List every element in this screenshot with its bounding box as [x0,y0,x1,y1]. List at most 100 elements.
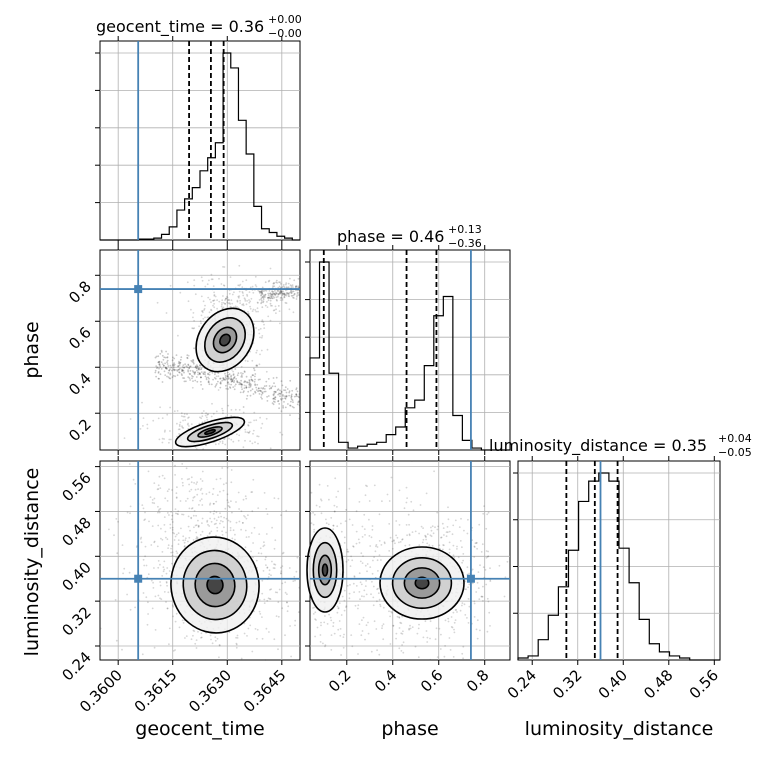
scatter-point [190,423,193,426]
scatter-point [153,646,156,649]
scatter-point [272,282,275,285]
scatter-point [364,638,366,641]
scatter-point [266,306,269,308]
scatter-point [182,415,185,418]
scatter-point [229,529,232,532]
histogram-luminosity-distance [513,456,720,665]
scatter-point [279,322,281,325]
scatter-point [275,615,278,617]
scatter-point [126,511,129,514]
scatter-point [255,389,258,391]
scatter-point [187,417,189,419]
scatter-point [199,478,202,480]
scatter-point [195,514,198,517]
scatter-point [295,570,298,573]
scatter-point [165,367,168,370]
scatter-point [309,654,311,657]
scatter-point [288,295,291,298]
scatter-point [171,521,174,523]
scatter-point [319,634,322,636]
scatter-point [233,291,235,294]
scatter-point [179,367,181,370]
scatter-point [220,515,223,518]
scatter-point [181,426,184,429]
scatter-point [214,639,217,642]
scatter-point [259,613,262,615]
scatter-point [399,541,402,543]
scatter-point [198,372,201,375]
scatter-point [207,523,209,526]
scatter-point [231,379,234,382]
scatter-point [184,637,186,639]
scatter-point [263,388,266,390]
scatter-point [368,500,371,502]
scatter-point [265,417,268,420]
scatter-point [282,394,284,396]
scatter-point [259,336,261,339]
scatter-point [251,650,254,653]
scatter-point [187,515,190,518]
scatter-point [171,562,173,565]
scatter-point [163,370,166,373]
scatter-point [246,293,248,296]
scatter-point [287,286,290,289]
scatter-point [289,404,292,407]
scatter-point [362,616,365,619]
scatter-point [266,301,268,303]
scatter-point [376,600,378,603]
scatter-point [336,611,339,614]
scatter-point [219,477,222,480]
scatter-point [310,522,313,525]
scatter-point [197,630,199,633]
scatter-point [267,297,269,299]
scatter-point [180,356,183,359]
scatter-point [212,412,215,415]
scatter-point [186,354,189,356]
scatter-point [232,440,235,443]
scatter-point [176,422,178,425]
scatter-point [174,508,177,510]
scatter-point [361,525,364,528]
scatter-point [340,522,342,525]
scatter-point [230,409,233,411]
scatter-point [200,314,203,317]
scatter-point [389,615,391,618]
scatter-point [252,542,255,544]
scatter-point [150,579,153,582]
scatter-point [209,634,212,637]
scatter-point [266,566,269,569]
scatter-point [352,582,355,585]
scatter-point [292,294,295,297]
scatter-point [204,304,206,307]
scatter-point [252,429,255,432]
scatter-point [197,524,200,527]
scatter-point [422,538,425,541]
scatter-point [393,540,395,542]
scatter-point [201,517,204,520]
scatter-point [473,600,476,603]
scatter-point [456,545,458,548]
scatter-point [275,293,277,295]
scatter-point [185,467,188,470]
scatter-point [164,497,167,500]
scatter-point [201,412,204,415]
scatter-point [461,604,463,607]
scatter-point [220,520,222,522]
scatter-point [483,505,485,507]
scatter-point [153,502,156,505]
scatter-point [194,366,197,368]
scatter-point [398,647,401,650]
contour-level [204,429,216,435]
scatter-point [389,643,392,645]
scatter-point [251,374,254,377]
scatter-point [250,297,253,300]
scatter-point [269,319,272,322]
scatter-point [265,533,268,535]
scatter-point [239,382,242,384]
scatter-point [277,305,280,307]
scatter-point [395,520,398,522]
scatter-point [371,580,373,583]
scatter-point [233,376,236,379]
scatter-point [175,556,178,559]
scatter-point [332,625,335,628]
